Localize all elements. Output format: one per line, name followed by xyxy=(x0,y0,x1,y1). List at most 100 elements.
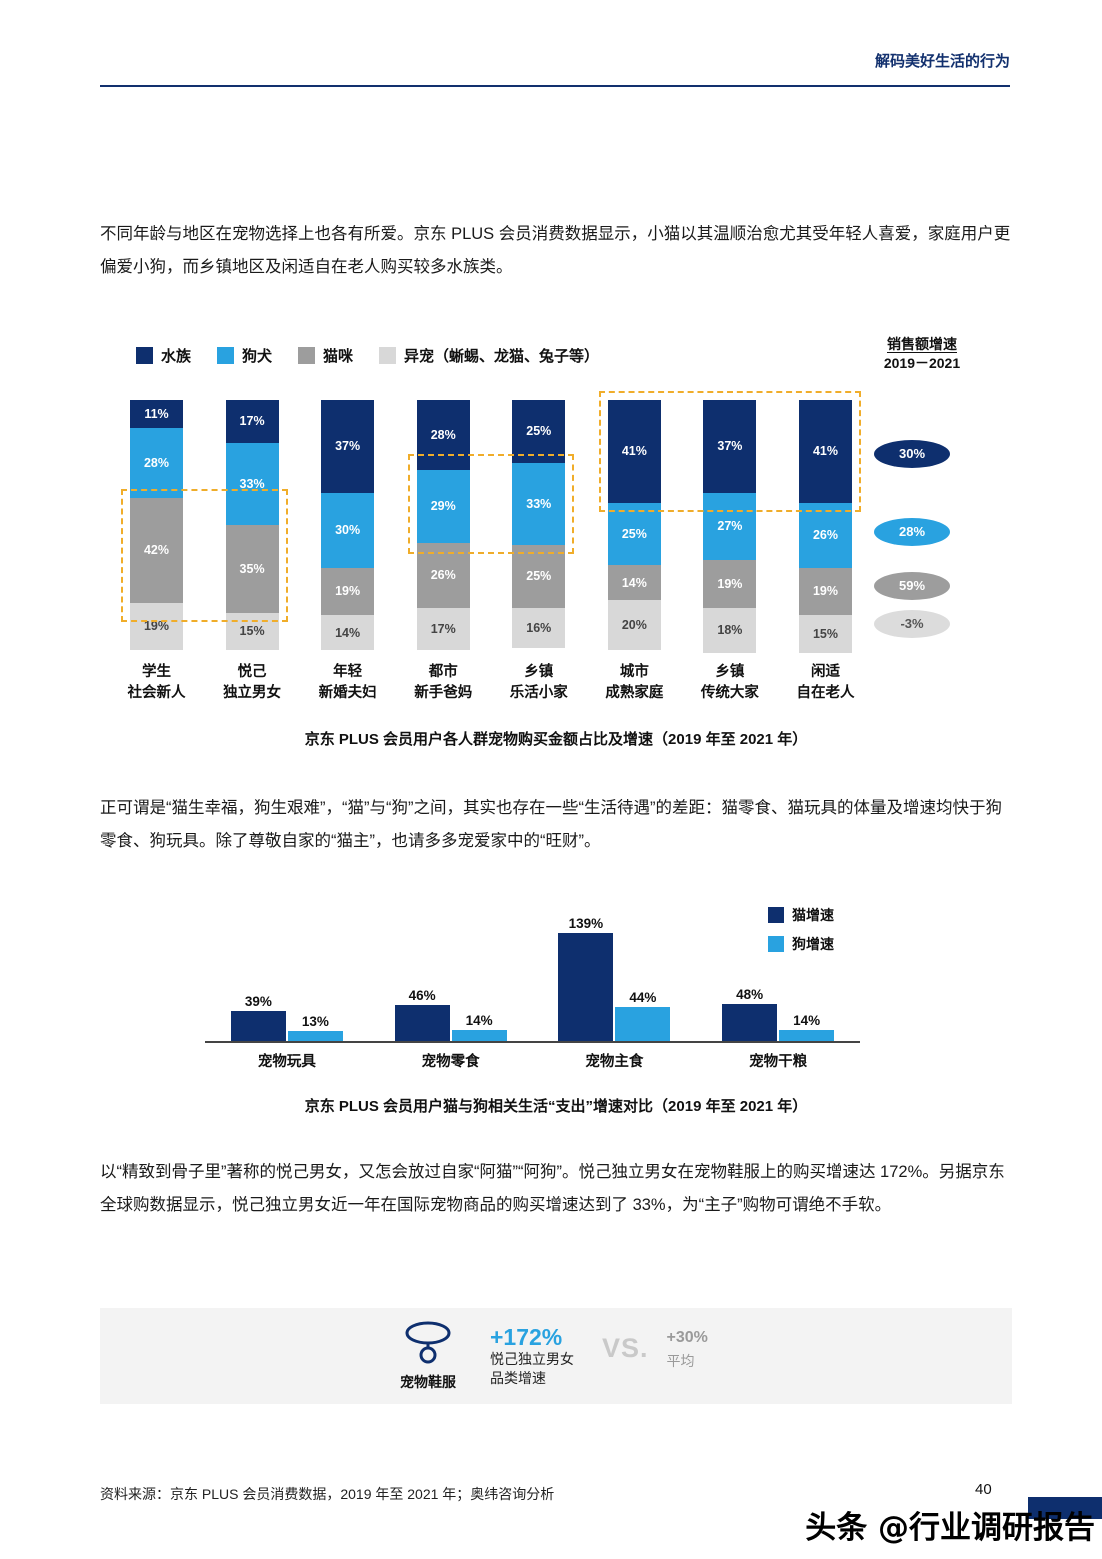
bar-segment: 41% xyxy=(607,400,661,503)
highlight-card: 宠物鞋服 +172% 悦己独立男女 品类增速 VS. +30% 平均 xyxy=(100,1308,1012,1404)
highlight-dashed-box xyxy=(598,391,861,512)
legend-swatch-icon xyxy=(136,347,153,364)
bar xyxy=(287,1030,343,1041)
chart2-plot-area: 39% 13% 46% 14% 139% 44% 48% 14% xyxy=(205,913,860,1043)
footer-source: 资料来源：京东 PLUS 会员消费数据，2019 年至 2021 年；奥纬咨询分… xyxy=(100,1486,555,1502)
bar xyxy=(451,1030,507,1041)
chart2-caption: 京东 PLUS 会员用户猫与狗相关生活“支出”增速对比（2019 年至 2021… xyxy=(304,1098,808,1115)
footer-accent-bar xyxy=(1028,1497,1102,1519)
bar-segment: 25% xyxy=(607,502,661,565)
legend-label: 狗犬 xyxy=(242,348,273,365)
growth-badge: 59% xyxy=(874,572,950,600)
legend-label: 狗增速 xyxy=(792,936,834,952)
bar-column: 39% xyxy=(230,993,286,1041)
bar-column: 48% xyxy=(722,987,778,1041)
bar xyxy=(558,932,614,1041)
bar-segment: 15% xyxy=(225,612,279,650)
bar-segment: 29% xyxy=(416,470,470,543)
bar xyxy=(394,1005,450,1041)
bar-segment: 20% xyxy=(607,600,661,650)
chart1-caption: 京东 PLUS 会员用户各人群宠物购买金额占比及增速（2019 年至 2021 … xyxy=(304,731,808,748)
chart1-plot-area: 11% 28% 42% 19% 学生 社会新人 17% 33% 35% 15% 悦己 独立男女 37% 3… xyxy=(100,390,872,715)
legend-swatch-icon xyxy=(298,347,316,364)
bar-column: 44% xyxy=(615,990,671,1041)
category-label: 宠物干粮 xyxy=(749,1054,808,1070)
average-value: +30% xyxy=(666,1329,708,1346)
bar-value-label: 13% xyxy=(301,1013,329,1029)
header-rule xyxy=(100,85,1010,87)
bar-column: 13% xyxy=(287,1013,343,1041)
category-label: 学生 社会新人 xyxy=(127,664,186,701)
bar-segment: 18% xyxy=(703,607,757,653)
highlight-dashed-box xyxy=(407,453,575,554)
bar-value-label: 139% xyxy=(568,915,604,931)
highlight-icon-label: 宠物鞋服 xyxy=(400,1373,456,1390)
bar-segment: 11% xyxy=(130,400,183,428)
page-number: 40 xyxy=(975,1481,992,1498)
category-label: 都市 新手爸妈 xyxy=(414,664,473,701)
bar-column: 14% xyxy=(451,1013,507,1041)
bar-group: 39% 13% xyxy=(230,993,343,1041)
growth-panel-title: 销售额增速 xyxy=(887,336,957,352)
stacked-bar: 17% 33% 35% 15% xyxy=(225,400,279,650)
highlight-value-column: +172% 悦己独立男女 品类增速 xyxy=(490,1324,574,1388)
highlight-icon-column: 宠物鞋服 xyxy=(388,1321,468,1392)
paragraph-cat-dog: 正可谓是“猫生幸福，狗生艰难”，“猫”与“狗”之间，其实也存在一些“生活待遇”的… xyxy=(100,799,1002,850)
bar-segment: 28% xyxy=(416,400,470,470)
bar-value-label: 14% xyxy=(793,1013,821,1029)
chart2-legend: 猫增速 狗增速 xyxy=(768,905,834,954)
bar-segment: 41% xyxy=(798,400,852,503)
bar-value-label: 46% xyxy=(408,988,436,1004)
category-label: 宠物零食 xyxy=(421,1054,480,1070)
bar-value-label: 14% xyxy=(465,1013,493,1029)
bar-segment: 14% xyxy=(321,615,375,650)
bar-column: 139% xyxy=(558,915,614,1041)
bar-segment: 37% xyxy=(703,400,757,493)
legend-item: 猫咪 xyxy=(298,345,353,366)
bar-segment: 17% xyxy=(416,607,470,650)
average-column: +30% 平均 xyxy=(667,1329,708,1371)
vs-label: VS. xyxy=(602,1332,649,1363)
legend-item: 狗犬 xyxy=(217,345,272,366)
category-label: 悦己 独立男女 xyxy=(223,664,282,701)
category-label: 宠物主食 xyxy=(585,1054,644,1070)
bar-segment: 17% xyxy=(225,400,279,443)
legend-label: 异宠（蜥蜴、龙猫、兔子等） xyxy=(404,348,600,365)
stacked-bar: 37% 27% 19% 18% xyxy=(703,400,757,653)
growth-badge: 28% xyxy=(874,518,950,546)
bar-segment: 33% xyxy=(512,462,566,545)
bar-group: 46% 14% xyxy=(394,988,507,1041)
category-label: 宠物玩具 xyxy=(257,1054,316,1070)
highlight-caption-2: 品类增速 xyxy=(490,1370,546,1386)
legend-item: 猫增速 xyxy=(768,905,834,925)
category-label: 乡镇 乐活小家 xyxy=(509,664,568,701)
highlight-dashed-box xyxy=(121,488,288,622)
bar-segment: 25% xyxy=(512,400,566,463)
bar-segment: 30% xyxy=(321,492,375,568)
stacked-bar: 37% 30% 19% 14% xyxy=(321,400,375,650)
bar xyxy=(779,1030,835,1041)
legend-swatch-icon xyxy=(768,936,784,952)
highlight-caption-1: 悦己独立男女 xyxy=(490,1351,574,1367)
bar-segment: 16% xyxy=(512,607,566,648)
chart1-legend: 水族 狗犬 猫咪 异宠（蜥蜴、龙猫、兔子等） xyxy=(136,345,599,366)
category-label: 年轻 新婚夫妇 xyxy=(318,664,377,701)
bar-segment: 19% xyxy=(798,567,852,615)
watermark-text: 头条 @行业调研报告 xyxy=(805,1510,1095,1546)
category-label: 城市 成熟家庭 xyxy=(605,664,664,701)
legend-swatch-icon xyxy=(768,907,784,923)
bar-segment: 37% xyxy=(321,400,375,493)
legend-item: 水族 xyxy=(136,345,191,366)
bar xyxy=(615,1006,671,1041)
paragraph-yueji: 以“精致到骨子里”著称的悦己男女，又怎会放过自家“阿猫”“阿狗”。悦己独立男女在… xyxy=(100,1163,1005,1214)
legend-label: 猫咪 xyxy=(323,348,354,365)
bar-segment: 33% xyxy=(225,442,279,525)
bar-value-label: 39% xyxy=(244,993,272,1009)
legend-label: 猫增速 xyxy=(792,907,834,923)
bar-segment: 42% xyxy=(130,497,183,603)
stacked-bar: 25% 33% 25% 16% xyxy=(512,400,566,648)
bar-segment: 28% xyxy=(130,427,183,498)
page-header-title: 解码美好生活的行为 xyxy=(874,53,1010,70)
chart1-growth-panel: 30% 28% 59% -3% xyxy=(872,390,1012,715)
